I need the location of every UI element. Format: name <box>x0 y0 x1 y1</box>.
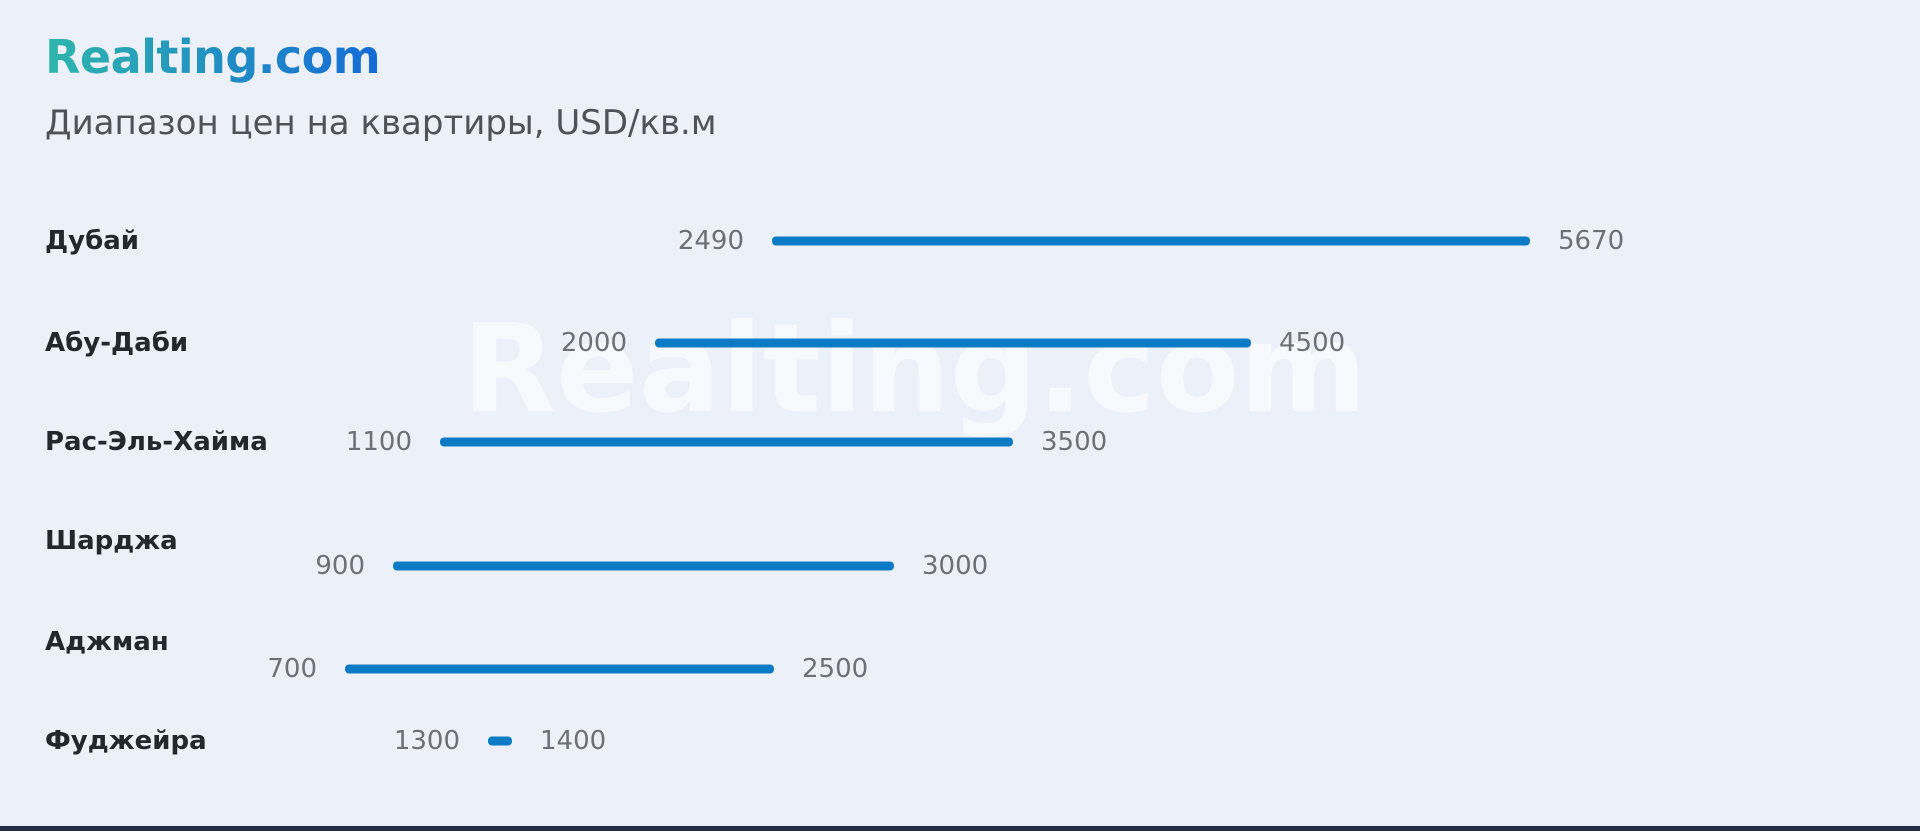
range-bar <box>345 664 774 674</box>
chart-title: Диапазон цен на квартиры, USD/кв.м <box>45 103 717 143</box>
min-value-label: 700 <box>267 654 317 684</box>
realting-logo: Realting.com <box>45 30 381 84</box>
range-bar <box>440 437 1013 447</box>
max-value-label: 2500 <box>802 654 869 684</box>
min-value-label: 1100 <box>345 427 412 457</box>
city-label: Аджман <box>45 627 169 657</box>
range-bar <box>772 236 1530 246</box>
max-value-label: 5670 <box>1558 226 1625 256</box>
min-value-label: 900 <box>315 551 365 581</box>
max-value-label: 1400 <box>540 726 607 756</box>
min-value-label: 1300 <box>393 726 460 756</box>
max-value-label: 3000 <box>922 551 989 581</box>
min-value-label: 2490 <box>677 226 744 256</box>
footer-bar <box>0 826 1920 831</box>
city-label: Шарджа <box>45 526 178 556</box>
city-label: Абу-Даби <box>45 328 189 358</box>
max-value-label: 3500 <box>1041 427 1108 457</box>
range-bar <box>655 338 1251 348</box>
min-value-label: 2000 <box>560 328 627 358</box>
city-label: Дубай <box>45 226 140 256</box>
max-value-label: 4500 <box>1279 328 1346 358</box>
city-label: Рас-Эль-Хайма <box>45 427 268 457</box>
range-bar <box>488 736 512 746</box>
city-label: Фуджейра <box>45 726 207 756</box>
range-bar <box>393 561 894 571</box>
